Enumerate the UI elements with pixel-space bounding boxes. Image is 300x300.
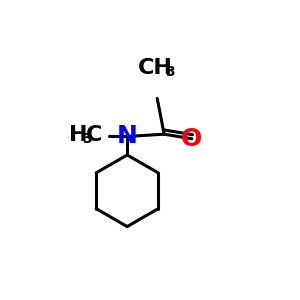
Text: C: C bbox=[86, 125, 103, 145]
Text: O: O bbox=[181, 127, 202, 151]
Text: CH: CH bbox=[137, 58, 172, 78]
Text: 3: 3 bbox=[82, 132, 92, 146]
Text: 3: 3 bbox=[165, 65, 175, 79]
Text: H: H bbox=[69, 125, 88, 145]
Text: N: N bbox=[117, 124, 138, 148]
